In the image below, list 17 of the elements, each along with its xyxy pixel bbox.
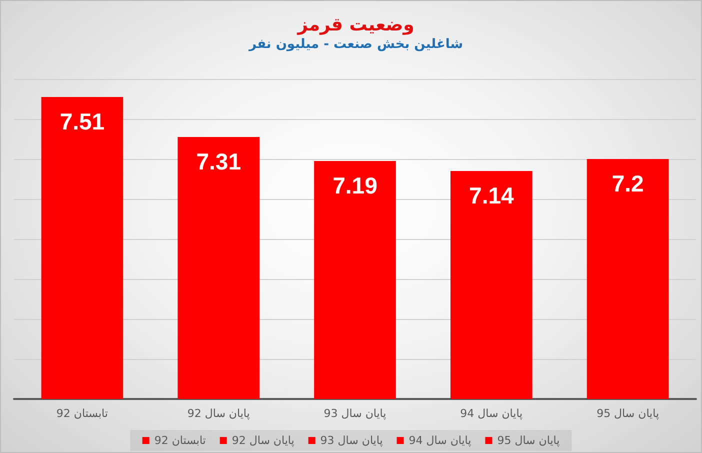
x-tick-label: پایان سال 95 [596, 407, 660, 420]
data-label: 7.14 [469, 182, 514, 208]
legend-label: پایان سال 93 [320, 434, 383, 447]
data-label: 7.51 [60, 108, 105, 134]
data-label: 7.2 [612, 170, 644, 196]
legend-label: پایان سال 95 [497, 434, 560, 447]
legend-label: پایان سال 92 [232, 434, 294, 447]
x-tick-label: پایان سال 94 [460, 407, 523, 420]
chart-subtitle: شاغلین بخش صنعت - میلیون نفر [248, 37, 464, 52]
x-tick-label: تابستان 92 [56, 407, 108, 420]
x-tick-label: پایان سال 92 [187, 407, 250, 420]
data-label: 7.31 [196, 148, 242, 174]
legend-label: پایان سال 94 [408, 434, 472, 447]
data-label: 7.19 [332, 172, 378, 198]
legend-label: تابستان 92 [154, 434, 206, 447]
chart-title: وضعیت قرمز [296, 14, 414, 36]
x-tick-label: پایان سال 93 [324, 407, 386, 420]
